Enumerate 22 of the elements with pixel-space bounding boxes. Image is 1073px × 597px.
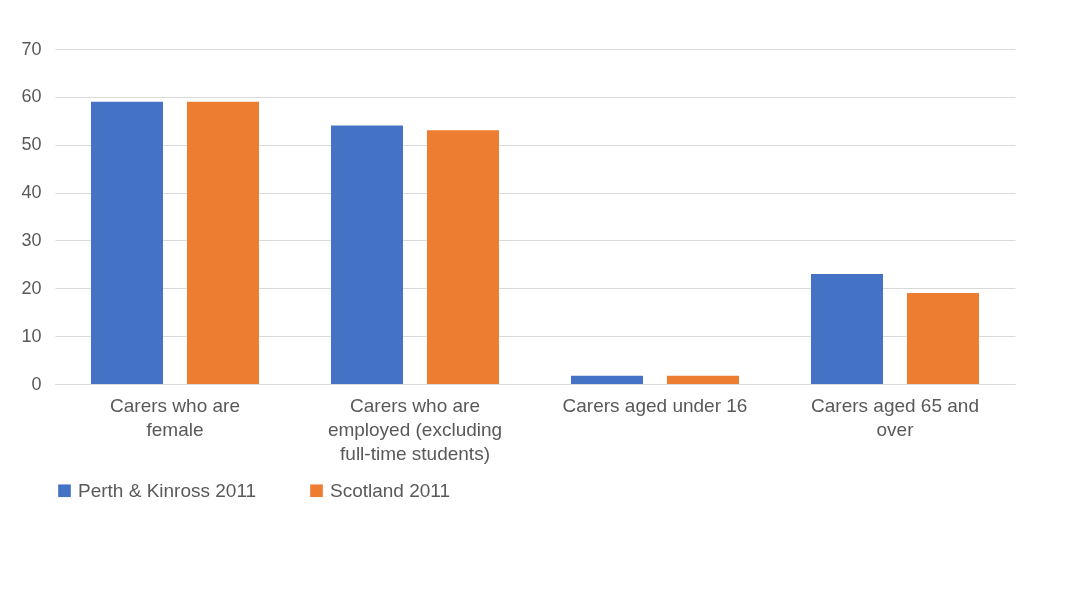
bar xyxy=(907,293,979,384)
y-tick-label: 70 xyxy=(21,38,42,59)
bar xyxy=(331,125,403,384)
bar xyxy=(187,101,259,384)
bar xyxy=(427,130,499,384)
y-tick-label: 10 xyxy=(21,325,42,346)
y-tick-label: 30 xyxy=(21,229,42,250)
y-tick-label: 20 xyxy=(21,277,42,298)
y-tick-label: 40 xyxy=(21,182,42,203)
y-tick-label: 60 xyxy=(21,86,42,107)
bar xyxy=(91,101,163,384)
x-tick-label: Carers aged under 16 xyxy=(562,394,748,416)
x-tick-label: Carers who are employed (excluding full-time students) xyxy=(327,394,503,464)
x-tick-label: Carers aged 65 and over xyxy=(811,394,979,440)
bar xyxy=(811,273,883,384)
bar xyxy=(667,375,739,384)
legend-label: Perth & Kinross 2011 xyxy=(78,479,257,501)
y-tick-label: 0 xyxy=(31,373,42,394)
x-tick-label: Carers who are female xyxy=(110,394,240,440)
legend-label: Scotland 2011 xyxy=(330,479,451,501)
bar xyxy=(571,375,643,384)
y-tick-label: 50 xyxy=(21,134,42,155)
